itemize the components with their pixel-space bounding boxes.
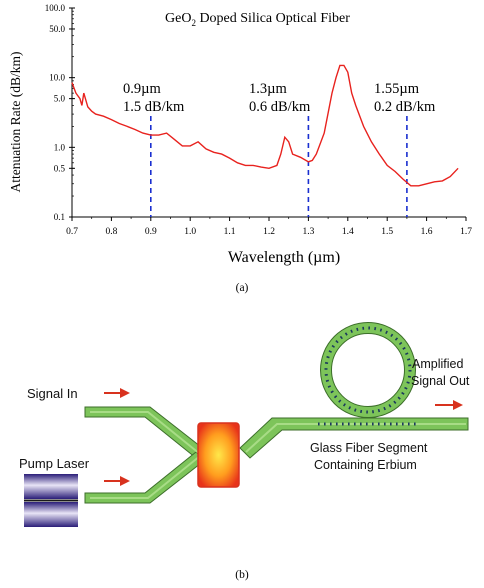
x-tick-label: 1.5 [381, 227, 393, 237]
pump-laser-device [24, 474, 78, 527]
segment-label-2: Containing Erbium [314, 458, 417, 472]
signal-fiber [84, 406, 206, 459]
attenuation-curve [71, 64, 459, 187]
amplified-label: Amplified [412, 357, 463, 371]
y-tick-label: 100.0 [45, 3, 66, 13]
annotation-1.3-loss: 0.6 dB/km [249, 99, 311, 115]
annotation-1.55-wavelength: 1.55µm [374, 81, 420, 97]
output-fiber [239, 417, 469, 459]
x-tick-label: 1.6 [421, 227, 433, 237]
panel-a: GeO2 Doped Silica Optical Fiber Attenuat… [8, 3, 472, 294]
signal-out-label: Signal Out [411, 374, 470, 388]
x-tick-label: 1.7 [460, 227, 472, 237]
pump-laser-label: Pump Laser [19, 456, 90, 471]
annotation-0.9-loss: 1.5 dB/km [123, 99, 185, 115]
y-tick-label: 1.0 [54, 142, 66, 152]
caption-b: (b) [235, 569, 249, 581]
annotation-1.3-wavelength: 1.3µm [249, 81, 287, 97]
chart-title: GeO2 Doped Silica Optical Fiber [165, 11, 350, 28]
y-axis-label: Attenuation Rate (dB/km) [8, 52, 23, 193]
marker-lines [150, 116, 408, 217]
caption-a: (a) [236, 282, 249, 294]
y-tick-label: 0.5 [54, 163, 66, 173]
signal-in-label: Signal In [27, 386, 78, 401]
coupler [197, 422, 240, 488]
x-axis-label: Wavelength (µm) [228, 249, 340, 266]
annotation-1.55-loss: 0.2 dB/km [374, 99, 436, 115]
erbium-fiber-ring [320, 322, 416, 418]
axes: 0.1 0.5 1.0 5.0 10.0 50.0 100.0 0.7 0.8 0.9 1.0 1.1… [45, 3, 472, 237]
x-tick-label: 0.9 [145, 227, 157, 237]
pump-fiber [84, 451, 206, 504]
signal-fiber-core [90, 411, 201, 455]
x-tick-label: 0.8 [105, 227, 117, 237]
pump-fiber-core [90, 455, 201, 499]
x-tick-label: 1.4 [342, 227, 354, 237]
x-tick-label: 1.3 [302, 227, 314, 237]
x-tick-label: 1.1 [224, 227, 236, 237]
annotation-0.9-wavelength: 0.9µm [123, 81, 161, 97]
x-tick-label: 1.2 [263, 227, 275, 237]
x-tick-label: 0.7 [66, 227, 78, 237]
y-tick-label: 10.0 [49, 73, 65, 83]
x-tick-label: 1.0 [184, 227, 196, 237]
segment-label-1: Glass Fiber Segment [310, 441, 428, 455]
y-tick-label: 5.0 [54, 94, 66, 104]
y-tick-label: 0.1 [54, 212, 65, 222]
panel-b: Signal In Pump Laser Amplified Signal Ou… [19, 322, 470, 581]
y-tick-label: 50.0 [49, 24, 65, 34]
